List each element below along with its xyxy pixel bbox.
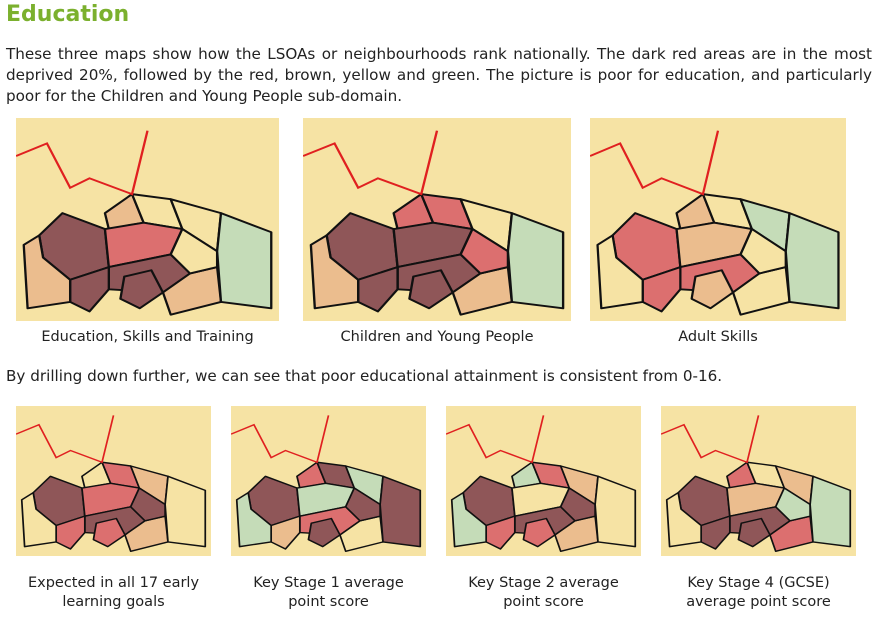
district-boundary — [303, 130, 439, 196]
lsoa-area — [522, 517, 556, 548]
lsoa-area — [596, 234, 644, 310]
caption-early-learning-goals: Expected in all 17 early learning goals — [6, 574, 221, 612]
district-boundary — [16, 130, 149, 196]
lsoa-area — [809, 475, 852, 548]
district-boundary — [231, 415, 330, 464]
caption-line: Expected in all 17 early — [27, 575, 200, 591]
intro-paragraph: These three maps show how the LSOAs or n… — [6, 45, 872, 105]
district-boundary — [590, 130, 720, 196]
map-education-skills-training — [16, 118, 279, 321]
map-key-stage-2 — [446, 406, 641, 556]
lsoa-area — [309, 234, 360, 310]
page-title: Education — [6, 2, 130, 27]
map-svg — [16, 406, 211, 556]
map-svg — [231, 406, 426, 556]
lsoa-area — [506, 212, 565, 310]
district-boundary — [446, 415, 545, 464]
lsoa-area — [665, 492, 703, 548]
map-early-learning-goals — [16, 406, 211, 556]
map-svg — [303, 118, 571, 321]
district-boundary — [661, 415, 760, 464]
lsoa-area — [784, 212, 840, 310]
caption-key-stage-4: Key Stage 4 (GCSE) average point score — [651, 574, 866, 612]
caption-line: Key Stage 1 average — [253, 575, 404, 591]
lsoa-area — [129, 487, 166, 522]
caption-line: average point score — [686, 594, 831, 610]
lsoa-area — [450, 492, 488, 548]
caption-line: point score — [503, 594, 584, 610]
lsoa-area — [774, 487, 811, 522]
lsoa-area — [307, 517, 341, 548]
caption-key-stage-1: Key Stage 1 average point score — [221, 574, 436, 612]
caption-children-young-people: Children and Young People — [340, 329, 534, 345]
caption-line: Key Stage 2 average — [468, 575, 619, 591]
district-boundary — [16, 415, 115, 464]
lsoa-area — [737, 517, 771, 548]
lsoa-area — [20, 492, 58, 548]
caption-adult-skills: Adult Skills — [678, 329, 758, 345]
map-adult-skills — [590, 118, 846, 321]
lsoa-area — [215, 212, 273, 310]
map-svg — [590, 118, 846, 321]
lsoa-area — [119, 269, 165, 310]
lsoa-area — [739, 228, 787, 275]
lsoa-area — [559, 487, 596, 522]
map-key-stage-4 — [661, 406, 856, 556]
lsoa-area — [164, 475, 207, 548]
caption-line: point score — [288, 594, 369, 610]
caption-line: Key Stage 4 (GCSE) — [687, 575, 830, 591]
map-svg — [16, 118, 279, 321]
caption-education-skills-training: Education, Skills and Training — [41, 329, 254, 345]
lsoa-area — [408, 269, 454, 310]
lsoa-area — [92, 517, 126, 548]
lsoa-area — [379, 475, 422, 548]
lsoa-area — [459, 228, 510, 275]
map-children-young-people — [303, 118, 571, 321]
map-svg — [661, 406, 856, 556]
lsoa-area — [344, 487, 381, 522]
lsoa-area — [169, 228, 219, 275]
caption-line: learning goals — [62, 594, 165, 610]
lsoa-area — [22, 234, 72, 310]
lsoa-area — [594, 475, 637, 548]
lsoa-area — [235, 492, 273, 548]
map-svg — [446, 406, 641, 556]
map-key-stage-1 — [231, 406, 426, 556]
lsoa-area — [690, 269, 735, 310]
drill-down-paragraph: By drilling down further, we can see tha… — [6, 367, 723, 385]
caption-key-stage-2: Key Stage 2 average point score — [436, 574, 651, 612]
